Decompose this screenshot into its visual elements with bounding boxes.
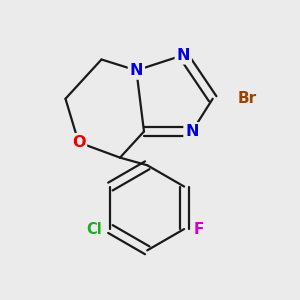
Text: N: N bbox=[130, 63, 143, 78]
Text: Br: Br bbox=[238, 91, 256, 106]
Text: N: N bbox=[176, 48, 190, 63]
Text: Cl: Cl bbox=[86, 222, 102, 237]
Text: F: F bbox=[194, 222, 204, 237]
Text: N: N bbox=[185, 124, 199, 139]
Text: O: O bbox=[72, 135, 85, 150]
